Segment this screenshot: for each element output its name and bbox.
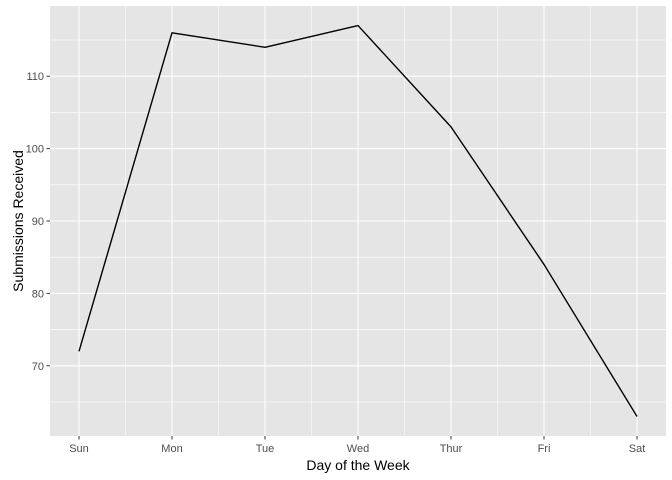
y-tick-label: 80 [32, 288, 44, 300]
y-axis-title: Submissions Received [10, 150, 26, 292]
x-axis: Sun Mon Tue Wed Thur Fri Sat [69, 436, 645, 455]
y-tick-label: 70 [32, 361, 44, 373]
y-axis: 70 80 90 100 110 [26, 71, 50, 373]
series-line-group [78, 24, 638, 417]
y-tick-label: 110 [26, 71, 44, 83]
grid-major-x [78, 6, 638, 436]
x-axis-title: Day of the Week [306, 457, 410, 473]
x-tick-label: Fri [538, 443, 551, 455]
x-tick-label: Thur [440, 443, 463, 455]
x-tick-label: Tue [256, 443, 275, 455]
y-tick-label: 100 [26, 144, 44, 156]
y-tick-label: 90 [32, 216, 44, 228]
x-tick-label: Mon [161, 443, 182, 455]
x-tick-label: Sun [69, 443, 89, 455]
x-tick-label: Wed [347, 443, 369, 455]
x-tick-label: Sat [629, 443, 646, 455]
